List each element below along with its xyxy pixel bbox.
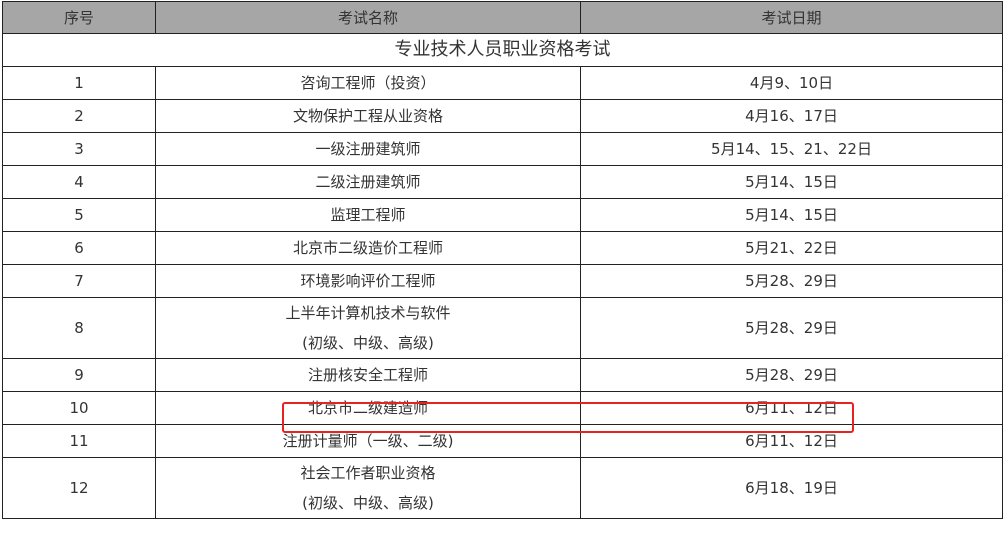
table-row: 4 二级注册建筑师 5月14、15日	[2, 165, 1003, 199]
table-row: 10 北京市二级建造师 6月11、12日	[2, 391, 1003, 425]
header-name: 考试名称	[155, 1, 581, 34]
table-row: 3 一级注册建筑师 5月14、15、21、22日	[2, 132, 1003, 166]
table-row: 9 注册核安全工程师 5月28、29日	[2, 358, 1003, 392]
exam-date: 5月28、29日	[580, 264, 1003, 298]
exam-name-line: (初级、中级、高级)	[302, 494, 434, 512]
exam-name: 社会工作者职业资格 (初级、中级、高级)	[155, 457, 581, 519]
exam-name: 二级注册建筑师	[155, 165, 581, 199]
exam-date: 6月11、12日	[580, 391, 1003, 425]
header-date: 考试日期	[580, 1, 1003, 34]
table-row: 5 监理工程师 5月14、15日	[2, 198, 1003, 232]
exam-name-line: 上半年计算机技术与软件	[285, 304, 451, 322]
exam-name-line: 北京市二级造价工程师	[292, 239, 443, 257]
exam-name-line: 环境影响评价工程师	[300, 272, 436, 290]
exam-name: 一级注册建筑师	[155, 132, 581, 166]
exam-date: 5月21、22日	[580, 231, 1003, 265]
exam-name: 上半年计算机技术与软件 (初级、中级、高级)	[155, 297, 581, 359]
exam-date: 5月14、15日	[580, 198, 1003, 232]
table-row: 7 环境影响评价工程师 5月28、29日	[2, 264, 1003, 298]
exam-name-line: 监理工程师	[330, 206, 406, 224]
section-row: 专业技术人员职业资格考试	[2, 33, 1003, 67]
exam-date: 4月16、17日	[580, 99, 1003, 133]
exam-date: 6月11、12日	[580, 424, 1003, 458]
table-row: 6 北京市二级造价工程师 5月21、22日	[2, 231, 1003, 265]
exam-name: 北京市二级建造师	[155, 391, 581, 425]
row-number: 2	[2, 99, 156, 133]
exam-name-line: 咨询工程师（投资）	[300, 74, 436, 92]
row-number: 8	[2, 297, 156, 359]
row-number: 1	[2, 66, 156, 100]
row-number: 5	[2, 198, 156, 232]
exam-date: 5月28、29日	[580, 297, 1003, 359]
exam-name: 北京市二级造价工程师	[155, 231, 581, 265]
table-row: 12 社会工作者职业资格 (初级、中级、高级) 6月18、19日	[2, 457, 1003, 519]
section-title: 专业技术人员职业资格考试	[2, 33, 1003, 67]
exam-name-line: 注册计量师（一级、二级)	[282, 432, 454, 450]
exam-name-line: 社会工作者职业资格	[300, 464, 436, 482]
row-number: 11	[2, 424, 156, 458]
exam-name-line: (初级、中级、高级)	[302, 334, 434, 352]
header-row: 序号 考试名称 考试日期	[2, 1, 1003, 34]
table-row: 2 文物保护工程从业资格 4月16、17日	[2, 99, 1003, 133]
exam-name: 注册计量师（一级、二级)	[155, 424, 581, 458]
exam-name: 文物保护工程从业资格	[155, 99, 581, 133]
exam-date: 6月18、19日	[580, 457, 1003, 519]
row-number: 3	[2, 132, 156, 166]
exam-name: 注册核安全工程师	[155, 358, 581, 392]
exam-name: 环境影响评价工程师	[155, 264, 581, 298]
table-row: 8 上半年计算机技术与软件 (初级、中级、高级) 5月28、29日	[2, 297, 1003, 359]
exam-date: 5月14、15日	[580, 165, 1003, 199]
row-number: 4	[2, 165, 156, 199]
exam-name: 咨询工程师（投资）	[155, 66, 581, 100]
exam-date: 5月14、15、21、22日	[580, 132, 1003, 166]
exam-name-line: 一级注册建筑师	[315, 140, 421, 158]
row-number: 7	[2, 264, 156, 298]
row-number: 9	[2, 358, 156, 392]
exam-name-line: 文物保护工程从业资格	[292, 107, 443, 125]
exam-name-line: 北京市二级建造师	[307, 399, 428, 417]
header-no: 序号	[2, 1, 156, 34]
row-number: 12	[2, 457, 156, 519]
exam-date: 5月28、29日	[580, 358, 1003, 392]
row-number: 10	[2, 391, 156, 425]
exam-name-line: 二级注册建筑师	[315, 173, 421, 191]
exam-date: 4月9、10日	[580, 66, 1003, 100]
table-row: 11 注册计量师（一级、二级) 6月11、12日	[2, 424, 1003, 458]
exam-schedule-table: 序号 考试名称 考试日期 专业技术人员职业资格考试 1 咨询工程师（投资） 4月9、…	[2, 1, 1003, 519]
exam-name: 监理工程师	[155, 198, 581, 232]
row-number: 6	[2, 231, 156, 265]
exam-name-line: 注册核安全工程师	[307, 366, 428, 384]
table-row: 1 咨询工程师（投资） 4月9、10日	[2, 66, 1003, 100]
